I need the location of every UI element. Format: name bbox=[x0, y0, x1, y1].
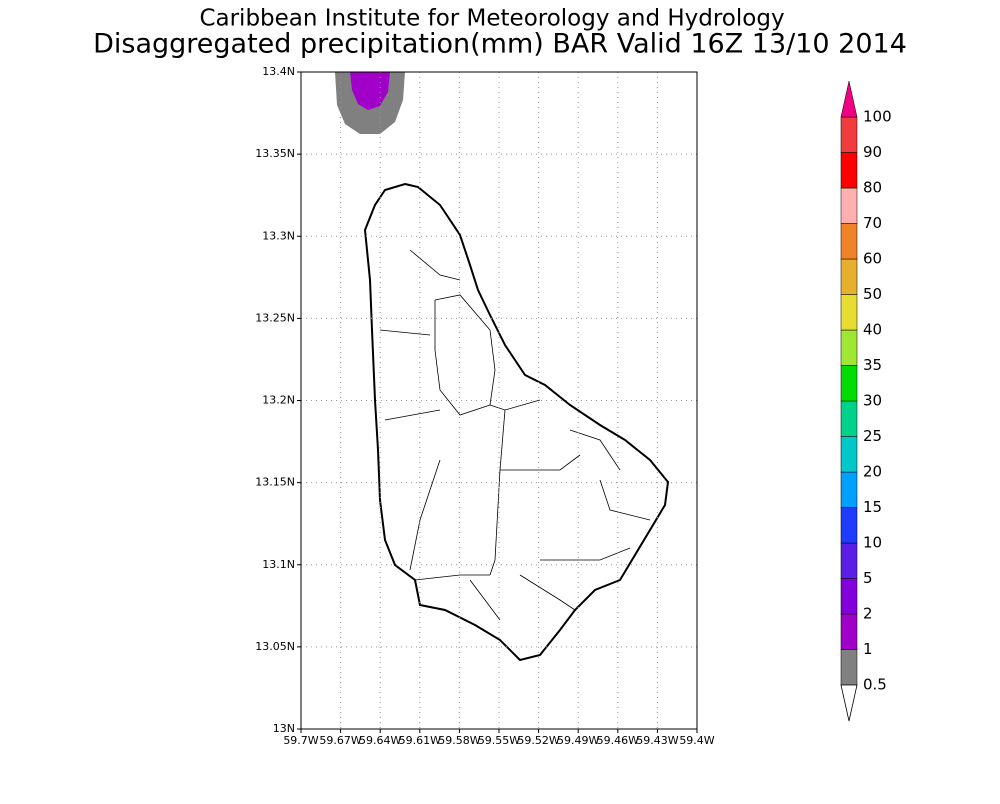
colorbar-label: 1 bbox=[863, 640, 873, 658]
colorbar-segment bbox=[840, 578, 858, 615]
colorbar-segment bbox=[840, 507, 858, 544]
x-tick-label: 59.52W bbox=[517, 734, 559, 747]
y-tick-label: 13N bbox=[273, 722, 295, 735]
colorbar-label: 15 bbox=[863, 498, 882, 516]
y-tick-label: 13.4N bbox=[262, 65, 295, 78]
x-tick-label: 59.61W bbox=[399, 734, 441, 747]
x-tick-label: 59.64W bbox=[359, 734, 401, 747]
colorbar-label: 90 bbox=[863, 143, 882, 161]
x-tick-label: 59.67W bbox=[319, 734, 361, 747]
y-tick-label: 13.2N bbox=[262, 394, 295, 407]
precip-area-purple bbox=[350, 72, 390, 110]
colorbar-segment bbox=[840, 649, 858, 686]
y-tick-label: 13.1N bbox=[262, 558, 295, 571]
colorbar-label: 60 bbox=[863, 250, 882, 268]
colorbar-segment bbox=[840, 400, 858, 437]
colorbar-label: 25 bbox=[863, 427, 882, 445]
colorbar-segment bbox=[840, 116, 858, 153]
colorbar-segment bbox=[840, 436, 858, 473]
colorbar-segment bbox=[840, 613, 858, 650]
colorbar-label: 80 bbox=[863, 179, 882, 197]
island-outline bbox=[363, 182, 670, 662]
colorbar-label: 35 bbox=[863, 356, 882, 374]
x-tick-label: 59.55W bbox=[478, 734, 520, 747]
colorbar-label: 100 bbox=[863, 108, 892, 126]
colorbar-under bbox=[840, 684, 858, 722]
colorbar-label: 2 bbox=[863, 605, 873, 623]
colorbar-label: 0.5 bbox=[863, 676, 887, 694]
y-tick-label: 13.3N bbox=[262, 229, 295, 242]
x-tick-label: 59.7W bbox=[283, 734, 318, 747]
colorbar-segment bbox=[840, 152, 858, 189]
x-tick-label: 59.58W bbox=[438, 734, 480, 747]
y-tick-label: 13.15N bbox=[255, 476, 295, 489]
colorbar-segment bbox=[840, 365, 858, 402]
colorbar-segment bbox=[840, 471, 858, 508]
colorbar-label: 20 bbox=[863, 463, 882, 481]
y-tick-label: 13.35N bbox=[255, 147, 295, 160]
colorbar-segment bbox=[840, 294, 858, 331]
colorbar-label: 30 bbox=[863, 392, 882, 410]
x-tick-label: 59.46W bbox=[597, 734, 639, 747]
colorbar-label: 40 bbox=[863, 321, 882, 339]
colorbar-segment bbox=[840, 542, 858, 579]
x-tick-label: 59.4W bbox=[679, 734, 714, 747]
colorbar-label: 70 bbox=[863, 214, 882, 232]
title: Caribbean Institute for Meteorology and … bbox=[199, 6, 784, 32]
colorbar-segment bbox=[840, 187, 858, 224]
colorbar-segment bbox=[840, 223, 858, 260]
x-tick-label: 59.43W bbox=[636, 734, 678, 747]
x-tick-label: 59.49W bbox=[557, 734, 599, 747]
colorbar-label: 50 bbox=[863, 285, 882, 303]
y-tick-label: 13.05N bbox=[255, 640, 295, 653]
colorbar-over bbox=[840, 80, 858, 118]
colorbar-label: 5 bbox=[863, 569, 873, 587]
y-tick-label: 13.25N bbox=[255, 311, 295, 324]
subtitle: Disaggregated precipitation(mm) BAR Vali… bbox=[93, 29, 907, 60]
colorbar-segment bbox=[840, 329, 858, 366]
drainage-boundaries bbox=[379, 249, 651, 621]
colorbar-label: 10 bbox=[863, 534, 882, 552]
colorbar-segment bbox=[840, 258, 858, 295]
